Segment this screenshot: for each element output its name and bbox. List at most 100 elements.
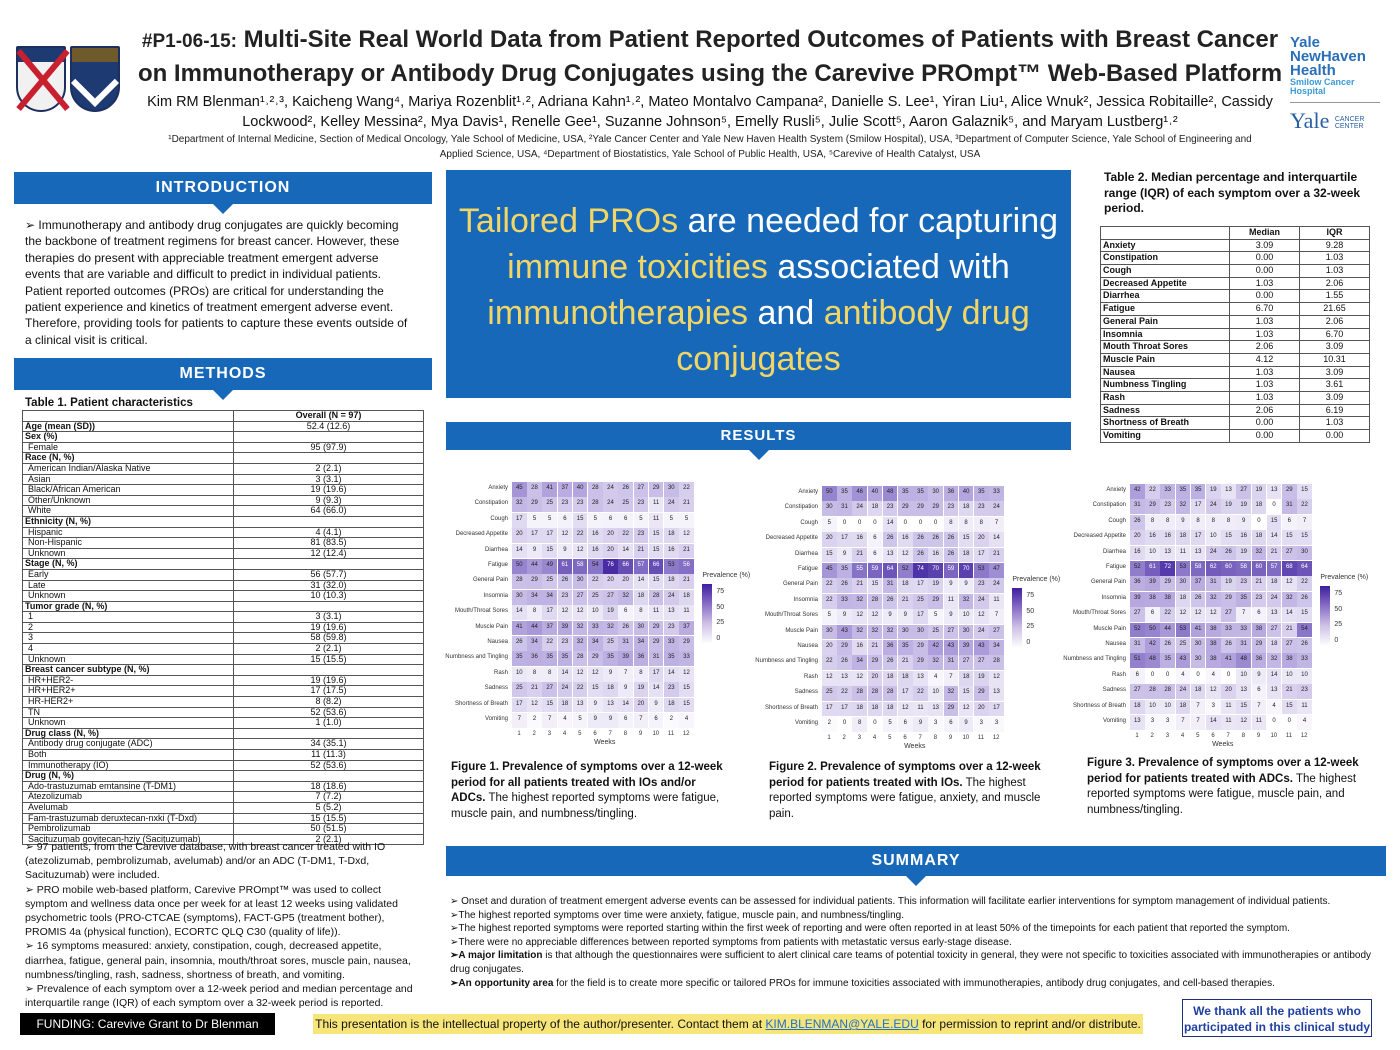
heatmap-cell: 7 [1297,514,1312,530]
heatmap-cell: 27 [1282,545,1297,561]
heatmap-row-label: Fatigue [1105,564,1126,570]
legend-tick: 50 [1334,605,1343,613]
heatmap-row-label: Shortness of Breath [1072,702,1126,709]
heatmap-cell: 7 [633,713,649,728]
heatmap-cell: 18 [1266,576,1282,592]
summary-text-span: ➢The highest reported symptoms over time… [450,909,904,921]
heatmap-cell: 9 [958,717,974,732]
heatmap-cell: 0 [837,516,852,532]
heatmap-cell: 25 [618,497,633,513]
table-row: Hispanic 4 (4.1) [22,526,424,539]
row-value: 81 (83.5) [233,537,424,549]
heatmap-cell: 12 [898,701,913,717]
heatmap-cell: 22 [913,686,928,701]
row-value: 19 (19.6) [233,621,424,634]
yale-public-health-shield-logo [70,46,120,112]
legend-color-bar [1320,586,1331,646]
heatmap-cell: 7 [1236,607,1251,622]
heatmap-cell: 15 [958,686,974,701]
heatmap-cell: 60 [1251,561,1267,576]
heatmap-cell: 9 [557,543,573,559]
heatmap-cell: 18 [1175,699,1191,715]
heatmap-cell: 16 [1160,530,1175,545]
heatmap-cell: 64 [1297,561,1312,576]
heatmap-cell: 28 [867,593,883,609]
legend-tick: 0 [1334,636,1339,644]
heatmap-cell: 24 [664,589,679,605]
heatmap-cell: 11 [648,605,664,620]
contact-email-link[interactable]: KIM.BLENMAN@YALE.EDU [765,1017,919,1031]
heatmap-cell: 13 [664,605,679,620]
heatmap-cell: 21 [527,682,542,697]
heatmap-cell: 30 [822,624,837,640]
authors-line-1: Kim RM Blenman¹˒²˒³, Kaicheng Wang⁴, Mar… [147,94,1273,110]
heatmap-cell: 34 [852,655,867,671]
heatmap-cell: 21 [1282,622,1297,638]
row-label: Atezolizumab [22,791,234,803]
heatmap-cell: 35 [603,651,618,667]
heatmap-cell: 30 [898,624,913,640]
heatmap-cell: 21 [679,497,694,513]
heatmap-row-label: Mouth/Throat Sores [764,612,818,619]
heatmap-cell: 34 [588,636,603,651]
heatmap-cell: 14 [512,605,527,620]
symptom-name: General Pain [1100,314,1230,329]
table-row: Black/African American 19 (19.6) [22,484,424,496]
heatmap-cell: 58 [1236,561,1251,576]
heatmap-cell: 21 [1266,545,1282,561]
heatmap-cell: 53 [974,563,989,578]
summary-item: ➢The highest reported symptoms were repo… [450,922,1385,936]
heatmap-cell: 70 [958,563,974,578]
heatmap-cell: 29 [974,686,989,701]
heatmap-cell: 16 [1236,530,1251,545]
hero-text: immunotherapies [487,294,749,332]
bullet-item: ➢ PRO mobile web-based platform, Careviv… [25,883,398,939]
heatmap-row-label: Cough [800,519,818,526]
heatmap-cell: 24 [603,482,618,497]
heatmap-col-label: 2 [1150,733,1154,740]
heatmap-cell: 12 [1236,715,1251,730]
heatmap-cell: 28 [852,686,867,701]
heatmap-cell: 23 [633,528,649,543]
heatmap-cell: 25 [542,497,557,513]
heatmap-cell: 35 [913,486,928,501]
summary-heading: SUMMARY [446,846,1386,886]
heatmap-row-label: General Pain [1090,579,1126,586]
heatmap-col-label: 1 [1135,733,1139,740]
heatmap-cell: 23 [572,497,588,513]
heatmap-cell: 5 [664,512,679,528]
heatmap-cell: 27 [603,589,618,605]
caption-bold: Figure 1. Prevalence of symptoms over a … [451,761,723,804]
heatmap-cell: 12 [898,547,913,563]
heatmap-cell: 62 [1206,561,1221,576]
caption-text: The highest reported symptoms were fatig… [1087,772,1357,816]
heatmap-cell: 10 [1206,530,1221,545]
heatmap-cell: 13 [882,547,898,563]
heatmap-cell: 22 [572,682,588,697]
stat-value: 3.09 [1299,340,1370,354]
heatmap-cell: 9 [1236,514,1251,530]
row-label: Ado-trastuzumab emtansine (T-DM1) [22,780,234,793]
heatmap-cell: 45 [822,563,837,578]
stat-value: 6.70 [1229,302,1300,316]
heatmap-cell: 32 [928,655,943,671]
heatmap-cell: 19 [1236,499,1251,515]
heatmap-cell: 51 [1130,653,1145,669]
legend-tick: 25 [1334,621,1343,628]
heatmap-cell: 28 [512,574,527,590]
heatmap-row-label: Fatigue [797,566,818,572]
heatmap-cell: 55 [852,563,867,578]
heatmap-cell: 15 [958,532,974,547]
caption-bold: Figure 2. Prevalence of symptoms over a … [769,761,1041,789]
row-value [233,558,424,570]
heatmap-cell: 13 [1190,545,1206,561]
heatmap-cell: 27 [572,589,588,605]
heatmap-cell: 5 [527,512,542,528]
poster-title: #P1-06-15: Multi-Site Real World Data fr… [130,24,1290,90]
heatmap-cell: 21 [679,574,694,590]
table-row: Diarrhea 0.00 1.55 [1100,289,1370,304]
heatmap-cell: 22 [588,574,603,590]
heatmap-cell: 3 [1160,715,1175,730]
summary-item: ➢A major limitation is that although the… [450,949,1385,976]
column-header [1100,226,1230,240]
